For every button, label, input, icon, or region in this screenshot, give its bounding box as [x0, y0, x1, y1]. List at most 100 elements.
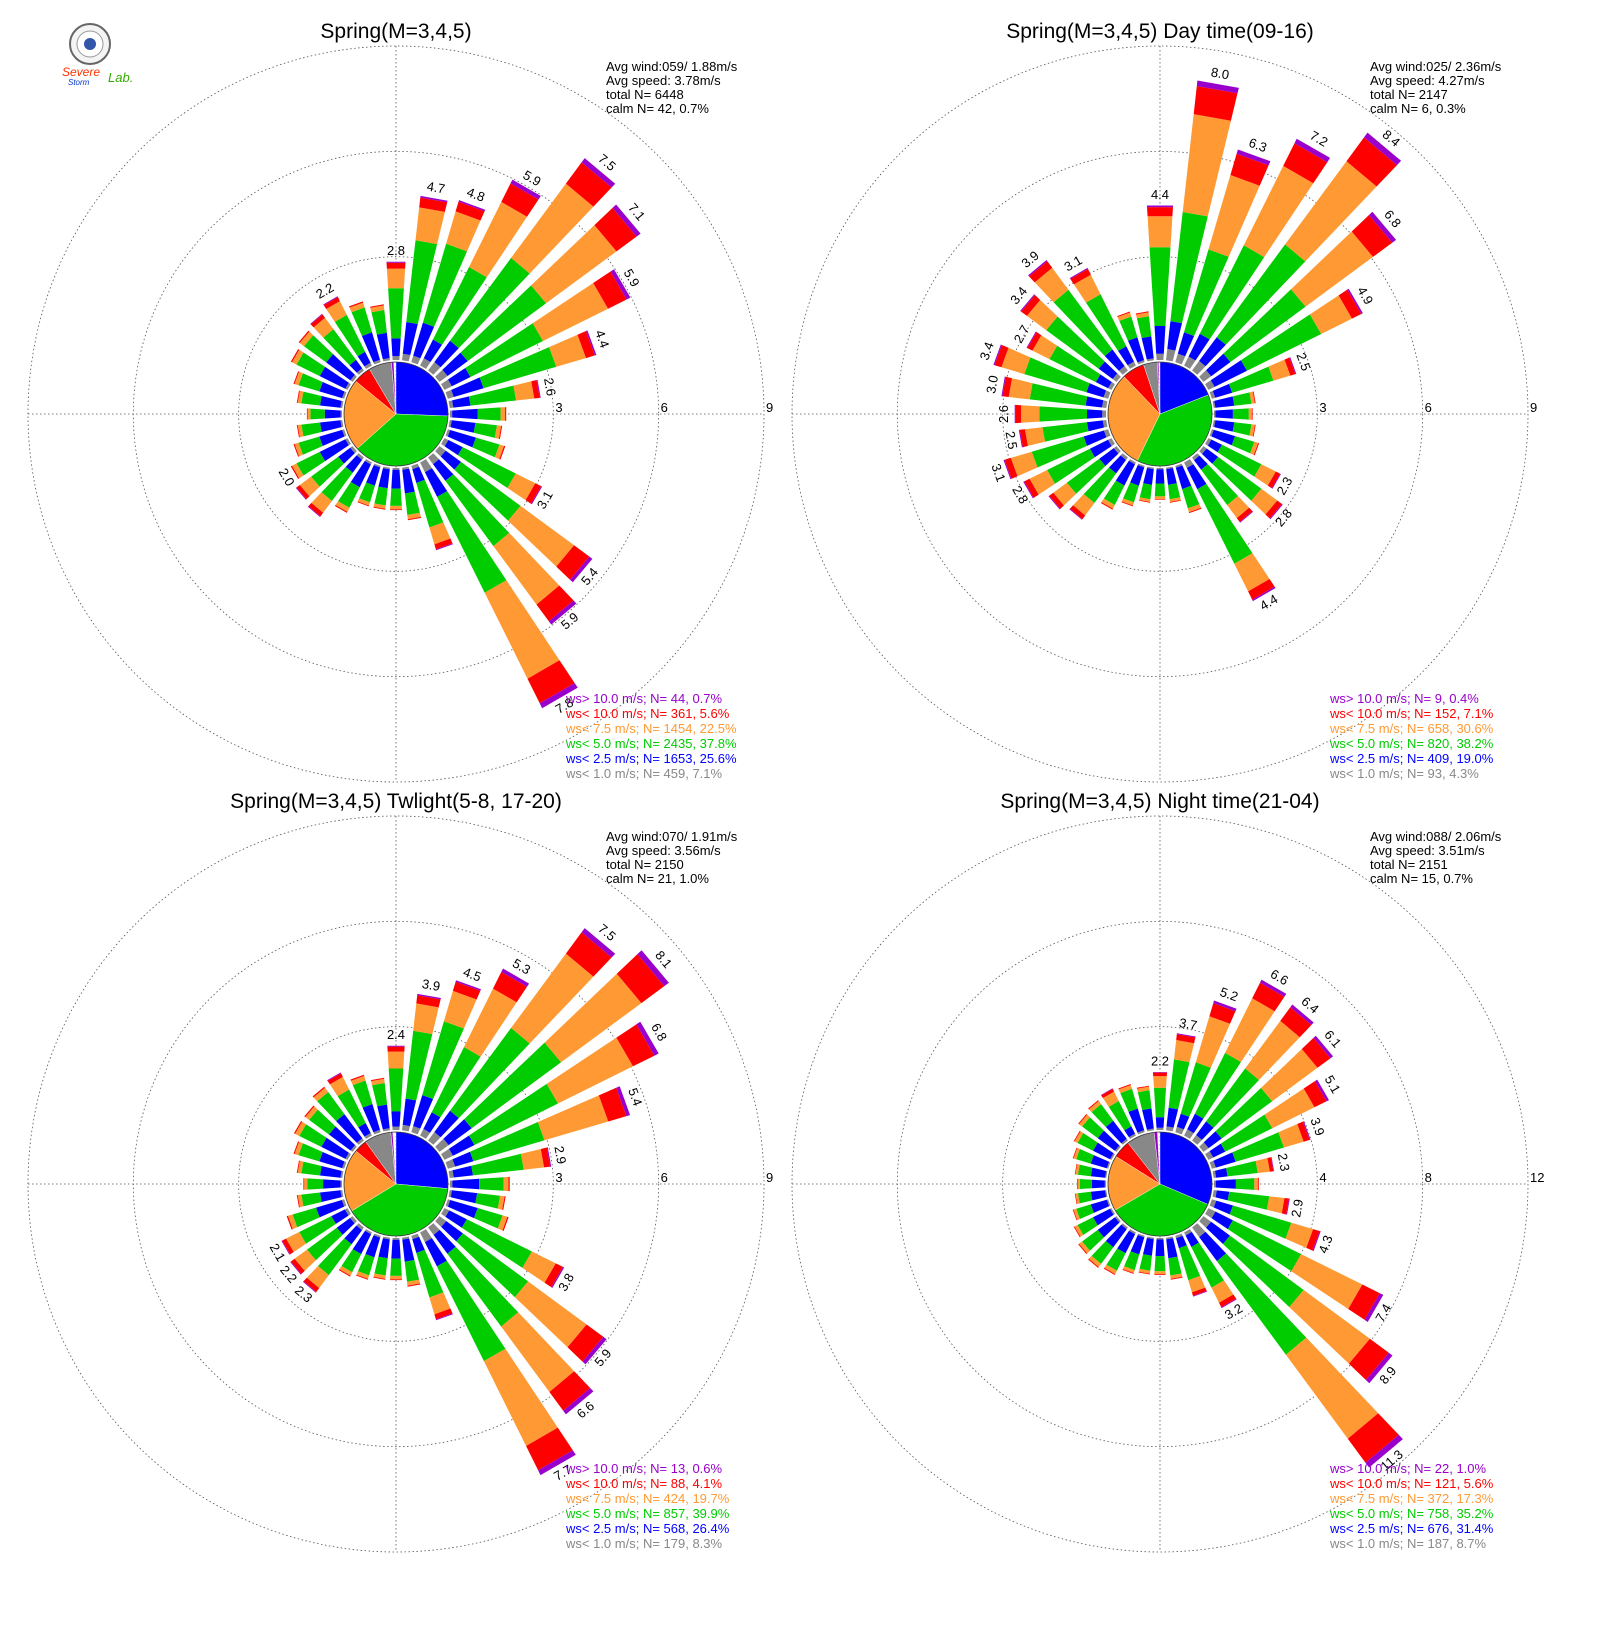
bar-segment	[1130, 465, 1145, 486]
ring-label: 4	[1319, 1170, 1326, 1185]
bar-total-label: 8.0	[1210, 64, 1230, 82]
bar-segment	[469, 1083, 558, 1145]
bar-segment	[1034, 267, 1069, 303]
bar-segment	[386, 262, 406, 269]
bar-segment	[1214, 420, 1235, 432]
bar-segment	[1209, 390, 1216, 399]
bar-segment	[1302, 1121, 1311, 1140]
bar-segment	[1236, 149, 1271, 166]
bar-segment	[1174, 1040, 1195, 1063]
bar-segment	[378, 1238, 390, 1259]
bar-segment	[345, 455, 363, 473]
bar-segment	[1118, 1084, 1131, 1090]
stat-total: total N= 2151	[1370, 857, 1448, 872]
direction-bar	[435, 1216, 607, 1365]
bar-segment	[429, 522, 451, 545]
direction-bar	[1175, 1233, 1207, 1297]
bar-segment	[1209, 429, 1214, 437]
bar-segment	[450, 257, 530, 349]
bar-segment	[1103, 1267, 1116, 1275]
stat-avg-wind: Avg wind:025/ 2.36m/s	[1370, 59, 1502, 74]
bar-segment	[419, 197, 448, 212]
bar-segment	[407, 516, 422, 521]
bar-total-label: 2.9	[1288, 1198, 1306, 1218]
direction-bar	[1166, 466, 1181, 503]
bar-segment	[1049, 492, 1064, 509]
bar-segment	[454, 461, 521, 521]
bar-segment	[452, 1178, 480, 1190]
bar-segment	[451, 377, 484, 397]
bar-segment	[1203, 1131, 1222, 1149]
bar-segment	[526, 1427, 573, 1471]
bar-segment	[1142, 1108, 1154, 1130]
bar-segment	[1178, 1245, 1201, 1281]
bar-segment	[373, 463, 381, 468]
direction-bar	[1073, 1208, 1115, 1238]
bar-segment	[452, 1151, 474, 1167]
bar-segment	[1155, 469, 1165, 484]
bar-segment	[577, 331, 595, 359]
bar-segment	[1083, 430, 1107, 446]
bar-segment	[507, 473, 536, 501]
bar-segment	[307, 1178, 324, 1190]
bar-segment	[1029, 261, 1053, 283]
bar-segment	[1251, 488, 1278, 515]
bar-segment	[293, 443, 299, 457]
bar-segment	[1212, 1170, 1217, 1178]
bar-segment	[319, 439, 349, 462]
bar-segment	[1206, 353, 1231, 377]
bar-segment	[370, 1077, 385, 1082]
bar-segment	[417, 993, 441, 1000]
bar-segment	[1215, 1190, 1230, 1201]
bar-segment	[1122, 1266, 1135, 1274]
legend-entry: ws< 5.0 m/s; N= 857, 39.9%	[565, 1506, 730, 1521]
bar-segment	[1023, 481, 1034, 499]
speed-pie	[1107, 1131, 1213, 1237]
bar-segment	[1154, 1256, 1166, 1272]
bar-segment	[1255, 1158, 1270, 1173]
bar-segment	[297, 1194, 304, 1208]
direction-bar	[448, 1190, 506, 1210]
direction-bar	[1175, 149, 1271, 365]
bar-segment	[297, 424, 304, 438]
bar-total-label: 3.0	[983, 374, 1001, 394]
bar-segment	[1103, 429, 1111, 438]
bar-segment	[298, 373, 323, 392]
bar-segment	[1108, 382, 1115, 390]
bar-segment	[1049, 345, 1101, 383]
bar-segment	[412, 466, 425, 483]
bar-segment	[1141, 336, 1154, 360]
bar-segment	[1216, 244, 1306, 345]
bar-segment	[1175, 353, 1186, 365]
bar-segment	[356, 1274, 369, 1280]
bar-segment	[1169, 500, 1181, 503]
bar-segment	[443, 990, 477, 1029]
bar-segment	[508, 1176, 510, 1192]
ring-label: 9	[766, 400, 773, 415]
bar-segment	[392, 356, 400, 360]
direction-bar	[298, 330, 357, 382]
direction-bar	[296, 1160, 344, 1178]
bar-segment	[637, 950, 669, 987]
bar-segment	[1088, 1258, 1099, 1268]
bar-segment	[1042, 422, 1089, 442]
bar-segment	[306, 408, 308, 420]
bar-segment	[392, 1238, 400, 1240]
bar-segment	[475, 1193, 501, 1209]
bar-segment	[1261, 1049, 1318, 1102]
direction-bar	[373, 466, 390, 510]
bar-segment	[1112, 373, 1121, 382]
bar-segment	[320, 1166, 342, 1178]
bar-segment	[1215, 1179, 1236, 1189]
bar-segment	[1098, 361, 1118, 379]
bar-segment	[435, 1216, 447, 1227]
bar-segment	[501, 1312, 575, 1392]
bar-segment	[307, 408, 311, 420]
bar-segment	[327, 1073, 343, 1085]
bar-segment	[445, 389, 454, 399]
direction-bar	[428, 1223, 594, 1415]
bar-segment	[1078, 1243, 1088, 1255]
direction-bar	[1028, 260, 1128, 375]
bar-segment	[1008, 378, 1033, 400]
bar-segment	[1249, 424, 1255, 437]
